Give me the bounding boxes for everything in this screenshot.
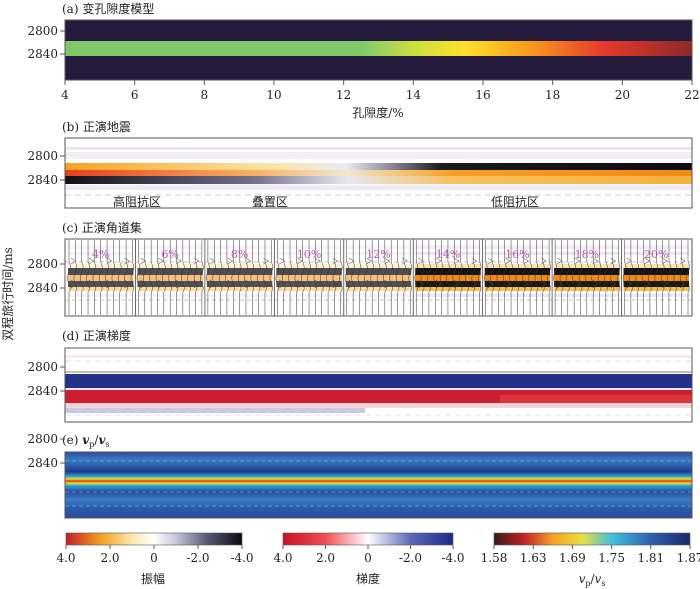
colorbar-tick-label: -4.0 bbox=[441, 551, 464, 565]
colorbar-tick-label: 1.81 bbox=[637, 551, 664, 565]
panel-e-label: (e) vp/vs bbox=[62, 433, 110, 449]
gather-label: 14% bbox=[436, 248, 460, 261]
panel-a-ytick-2840: 2840 bbox=[27, 47, 58, 61]
panel-b-ytick-2800: 2800 bbox=[27, 149, 58, 163]
colorbar-tick-label: -2.0 bbox=[399, 551, 422, 565]
panel-a-xtick-label: 8 bbox=[201, 88, 209, 102]
y-axis-title: 双程旅行时间/ms bbox=[0, 247, 15, 341]
panel-a-label: (a) 变孔隙度模型 bbox=[62, 1, 154, 16]
gather-label: 8% bbox=[231, 248, 248, 261]
panel-a-xtick-label: 18 bbox=[545, 88, 560, 102]
gather-label: 4% bbox=[92, 248, 109, 261]
panel-a-xtick-label: 20 bbox=[615, 88, 630, 102]
colorbar-tick-label: 0 bbox=[364, 551, 372, 565]
panel-d-ytick-2800: 2800 bbox=[27, 360, 58, 374]
panel-a-plot bbox=[64, 19, 693, 81]
angle-gather-20pct bbox=[621, 239, 690, 316]
zone-label-high-impedance: 高阻抗区 bbox=[113, 194, 161, 209]
colorbar-amplitude bbox=[65, 532, 243, 546]
gather-label: 6% bbox=[161, 248, 178, 261]
panel-d-label: (d) 正演梯度 bbox=[62, 328, 131, 343]
colorbar-tick-label: -4.0 bbox=[230, 551, 253, 565]
panel-c-label: (c) 正演角道集 bbox=[62, 220, 142, 235]
angle-gather-14pct bbox=[412, 239, 482, 316]
panel-c-ytick-2800: 2800 bbox=[27, 257, 58, 271]
panel-a-xtick-label: 16 bbox=[475, 88, 490, 102]
colorbar-tick-label: -2.0 bbox=[186, 551, 209, 565]
panel-b-plot bbox=[64, 137, 693, 209]
panel-a-xtick-label: 12 bbox=[336, 88, 351, 102]
panel-a-xtick-label: 22 bbox=[684, 88, 699, 102]
angle-gathers bbox=[65, 239, 692, 316]
zone-label-low-impedance: 低阻抗区 bbox=[491, 194, 539, 209]
colorbar-gradient bbox=[282, 532, 454, 546]
colorbar-vpvs bbox=[493, 532, 691, 546]
panel-d-plot bbox=[64, 347, 693, 423]
colorbar-tick-label: 0 bbox=[150, 551, 158, 565]
panel-a-ytick-2800: 2800 bbox=[27, 24, 58, 38]
angle-gather-6pct bbox=[135, 239, 204, 316]
panel-e-ytick-2840: 2840 bbox=[27, 456, 58, 470]
panel-d-ytick-2840: 2840 bbox=[27, 384, 58, 398]
angle-gather-16pct bbox=[482, 239, 551, 316]
colorbar-tick-label: 1.75 bbox=[598, 551, 625, 565]
colorbar-amplitude-title: 振幅 bbox=[141, 571, 165, 586]
colorbar-tick-label: 4.0 bbox=[56, 551, 75, 565]
panel-a-xtick-label: 10 bbox=[266, 88, 281, 102]
colorbar-tick-label: 1.58 bbox=[481, 551, 508, 565]
gather-label: 12% bbox=[366, 248, 390, 261]
panel-a-xtick-label: 6 bbox=[131, 88, 139, 102]
colorbar-tick-label: 1.63 bbox=[520, 551, 547, 565]
colorbar-tick-label: 2.0 bbox=[100, 551, 119, 565]
gather-label: 16% bbox=[505, 248, 529, 261]
panel-e-plot bbox=[64, 451, 693, 519]
gather-label: 20% bbox=[644, 248, 668, 261]
colorbar-tick-label: 2.0 bbox=[316, 551, 335, 565]
colorbar-tick-label: 1.87 bbox=[677, 551, 700, 565]
angle-gather-18pct bbox=[551, 239, 621, 316]
gather-label: 10% bbox=[297, 248, 321, 261]
angle-gather-12pct bbox=[343, 239, 412, 316]
colorbar-tick-label: 4.0 bbox=[273, 551, 292, 565]
panel-a-x-ticks: 4 6 8 10 12 14 16 18 20 22 bbox=[61, 80, 700, 102]
gather-porosity-labels: 4% 6% 8% 10% 12% 14% 16% 18% 20% bbox=[92, 248, 669, 261]
panel-a-xtick-label: 14 bbox=[406, 88, 422, 102]
colorbar-gradient-title: 梯度 bbox=[356, 571, 380, 586]
colorbar-vpvs-title: vp/vs bbox=[579, 572, 606, 588]
colorbar-ticks: 4.0 2.0 0 -2.0 -4.0 4.0 2.0 0 -2.0 -4.0 1.58 1.63 1.… bbox=[56, 545, 700, 565]
panel-c-ytick-2840-label: 2840 bbox=[27, 281, 58, 295]
porosity-layer-gradient bbox=[65, 41, 692, 56]
zone-label-overlap: 叠置区 bbox=[252, 195, 288, 209]
panel-b-ytick-2840: 2840 bbox=[27, 173, 58, 187]
panel-e-ytick-2800-label: 2800 bbox=[27, 432, 58, 446]
colorbar-tick-label: 1.69 bbox=[559, 551, 586, 565]
angle-gather-4pct bbox=[67, 240, 135, 315]
panel-a-x-axis-label: 孔隙度/% bbox=[352, 105, 403, 120]
angle-gather-10pct bbox=[273, 239, 343, 316]
panel-c-plot bbox=[64, 238, 693, 317]
panel-b-label: (b) 正演地震 bbox=[62, 119, 131, 134]
gather-label: 18% bbox=[575, 248, 599, 261]
angle-gather-8pct bbox=[204, 239, 274, 316]
panel-a-xtick-label: 4 bbox=[61, 88, 69, 102]
